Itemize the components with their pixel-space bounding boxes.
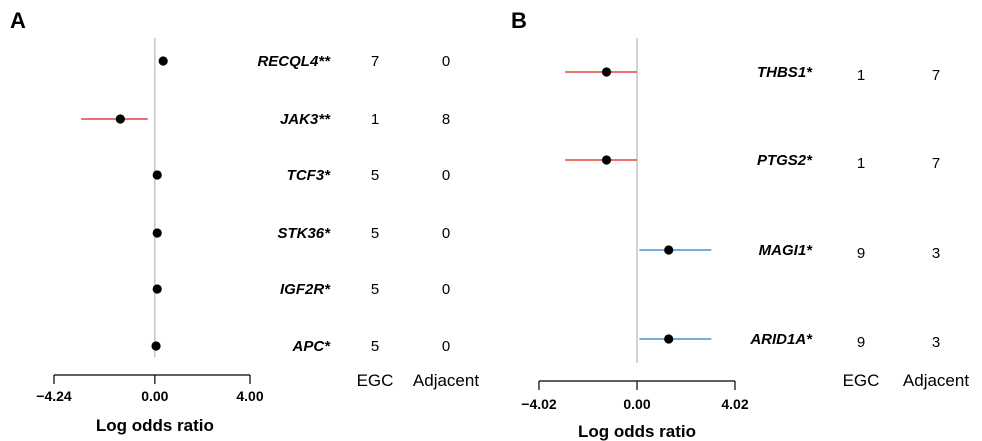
x-tick-label: 0.00 [623, 396, 650, 412]
panel-letter: B [511, 8, 527, 33]
column-header-adjacent: Adjacent [903, 371, 969, 390]
egc-count: 5 [371, 281, 379, 298]
column-header-adjacent: Adjacent [413, 371, 479, 390]
point-estimate [664, 334, 674, 344]
point-estimate [152, 284, 162, 294]
gene-label: THBS1* [757, 64, 813, 81]
adjacent-count: 3 [932, 334, 940, 351]
egc-count: 5 [371, 167, 379, 184]
adjacent-count: 8 [442, 111, 450, 128]
egc-count: 9 [857, 245, 865, 262]
gene-label: MAGI1* [759, 242, 814, 259]
gene-label: ARID1A* [749, 331, 813, 348]
panel-letter: A [10, 8, 26, 33]
gene-label: STK36* [277, 225, 331, 242]
gene-label: APC* [291, 338, 331, 355]
point-estimate [152, 228, 162, 238]
egc-count: 1 [371, 111, 379, 128]
egc-count: 5 [371, 338, 379, 355]
point-estimate [601, 67, 612, 77]
point-estimate [115, 114, 125, 124]
x-tick-label: −4.02 [521, 396, 557, 412]
egc-count: 9 [857, 334, 865, 351]
point-estimate [152, 170, 162, 180]
point-estimate [151, 341, 161, 351]
adjacent-count: 3 [932, 245, 940, 262]
x-tick-label: 4.00 [236, 388, 263, 404]
gene-label: TCF3* [287, 167, 332, 184]
egc-count: 7 [371, 53, 379, 70]
gene-label: PTGS2* [757, 152, 813, 169]
gene-label: JAK3** [280, 111, 331, 128]
adjacent-count: 7 [932, 155, 940, 172]
adjacent-count: 7 [932, 67, 940, 84]
x-axis-label: Log odds ratio [578, 422, 696, 441]
point-estimate [664, 245, 674, 255]
column-header-egc: EGC [843, 371, 880, 390]
egc-count: 1 [857, 155, 865, 172]
adjacent-count: 0 [442, 167, 450, 184]
adjacent-count: 0 [442, 338, 450, 355]
x-tick-label: 4.02 [721, 396, 748, 412]
gene-label: RECQL4** [257, 53, 331, 70]
point-estimate [601, 155, 612, 165]
point-estimate [158, 56, 168, 66]
gene-label: IGF2R* [280, 281, 331, 298]
column-header-egc: EGC [357, 371, 394, 390]
x-axis-label: Log odds ratio [96, 416, 214, 435]
x-tick-label: −4.24 [36, 388, 72, 404]
x-tick-label: 0.00 [141, 388, 168, 404]
egc-count: 5 [371, 225, 379, 242]
adjacent-count: 0 [442, 53, 450, 70]
adjacent-count: 0 [442, 225, 450, 242]
egc-count: 1 [857, 67, 865, 84]
adjacent-count: 0 [442, 281, 450, 298]
